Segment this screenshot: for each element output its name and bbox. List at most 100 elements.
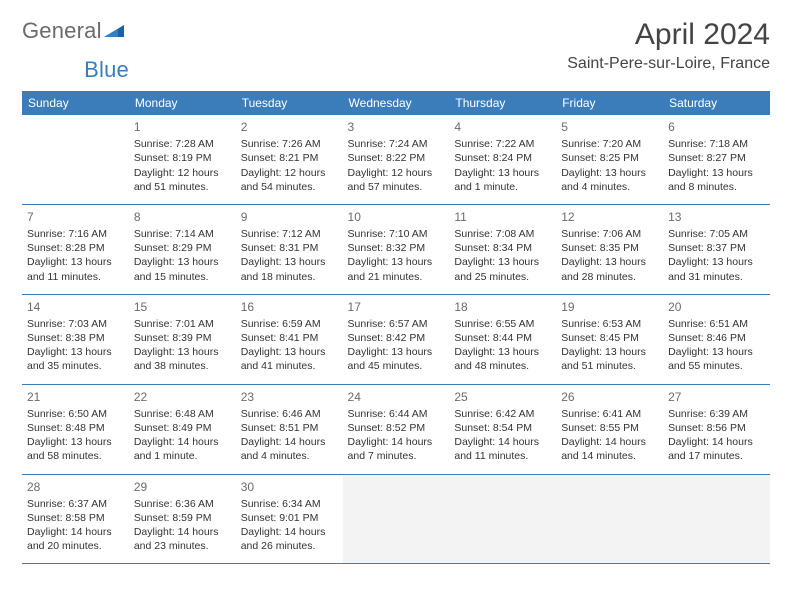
sunrise-text: Sunrise: 7:06 AM [561,227,658,241]
calendar-cell: 23Sunrise: 6:46 AMSunset: 8:51 PMDayligh… [236,384,343,474]
calendar-cell: 9Sunrise: 7:12 AMSunset: 8:31 PMDaylight… [236,204,343,294]
sunset-text: Sunset: 8:22 PM [348,151,445,165]
calendar-cell: 27Sunrise: 6:39 AMSunset: 8:56 PMDayligh… [663,384,770,474]
daylight-text: Daylight: 14 hours and 7 minutes. [348,435,445,463]
sunset-text: Sunset: 8:48 PM [27,421,124,435]
sunrise-text: Sunrise: 7:18 AM [668,137,765,151]
sunset-text: Sunset: 8:31 PM [241,241,338,255]
calendar-row: 1Sunrise: 7:28 AMSunset: 8:19 PMDaylight… [22,115,770,204]
calendar-cell: 21Sunrise: 6:50 AMSunset: 8:48 PMDayligh… [22,384,129,474]
day-number: 11 [454,209,551,225]
day-number: 4 [454,119,551,135]
day-number: 14 [27,299,124,315]
sunset-text: Sunset: 8:41 PM [241,331,338,345]
sunrise-text: Sunrise: 6:41 AM [561,407,658,421]
brand-logo: General [22,18,124,44]
calendar-row: 28Sunrise: 6:37 AMSunset: 8:58 PMDayligh… [22,474,770,564]
daylight-text: Daylight: 13 hours and 51 minutes. [561,345,658,373]
daylight-text: Daylight: 14 hours and 14 minutes. [561,435,658,463]
daylight-text: Daylight: 14 hours and 11 minutes. [454,435,551,463]
day-number: 9 [241,209,338,225]
calendar-cell: 18Sunrise: 6:55 AMSunset: 8:44 PMDayligh… [449,294,556,384]
daylight-text: Daylight: 14 hours and 17 minutes. [668,435,765,463]
day-number: 27 [668,389,765,405]
calendar-cell [343,474,450,564]
calendar-cell: 22Sunrise: 6:48 AMSunset: 8:49 PMDayligh… [129,384,236,474]
month-title: April 2024 [567,18,770,51]
calendar-cell: 8Sunrise: 7:14 AMSunset: 8:29 PMDaylight… [129,204,236,294]
brand-part1: General [22,18,102,44]
calendar-body: 1Sunrise: 7:28 AMSunset: 8:19 PMDaylight… [22,115,770,564]
sunset-text: Sunset: 8:42 PM [348,331,445,345]
sunset-text: Sunset: 8:25 PM [561,151,658,165]
daylight-text: Daylight: 13 hours and 4 minutes. [561,166,658,194]
calendar-cell: 5Sunrise: 7:20 AMSunset: 8:25 PMDaylight… [556,115,663,204]
daylight-text: Daylight: 14 hours and 20 minutes. [27,525,124,553]
sunrise-text: Sunrise: 6:37 AM [27,497,124,511]
day-number: 12 [561,209,658,225]
day-number: 5 [561,119,658,135]
daylight-text: Daylight: 14 hours and 26 minutes. [241,525,338,553]
day-number: 23 [241,389,338,405]
daylight-text: Daylight: 12 hours and 57 minutes. [348,166,445,194]
sunset-text: Sunset: 8:24 PM [454,151,551,165]
calendar-table: SundayMondayTuesdayWednesdayThursdayFrid… [22,91,770,564]
sunrise-text: Sunrise: 6:57 AM [348,317,445,331]
calendar-cell: 26Sunrise: 6:41 AMSunset: 8:55 PMDayligh… [556,384,663,474]
calendar-cell: 30Sunrise: 6:34 AMSunset: 9:01 PMDayligh… [236,474,343,564]
daylight-text: Daylight: 13 hours and 1 minute. [454,166,551,194]
calendar-cell: 10Sunrise: 7:10 AMSunset: 8:32 PMDayligh… [343,204,450,294]
daylight-text: Daylight: 13 hours and 41 minutes. [241,345,338,373]
day-number: 6 [668,119,765,135]
sunrise-text: Sunrise: 7:01 AM [134,317,231,331]
sunset-text: Sunset: 8:54 PM [454,421,551,435]
calendar-cell: 25Sunrise: 6:42 AMSunset: 8:54 PMDayligh… [449,384,556,474]
sunset-text: Sunset: 8:21 PM [241,151,338,165]
calendar-cell: 12Sunrise: 7:06 AMSunset: 8:35 PMDayligh… [556,204,663,294]
sunrise-text: Sunrise: 7:12 AM [241,227,338,241]
sunrise-text: Sunrise: 6:44 AM [348,407,445,421]
logo-triangle-icon [104,23,124,39]
sunrise-text: Sunrise: 6:51 AM [668,317,765,331]
calendar-row: 7Sunrise: 7:16 AMSunset: 8:28 PMDaylight… [22,204,770,294]
day-number: 30 [241,479,338,495]
day-number: 19 [561,299,658,315]
day-header: Saturday [663,91,770,115]
sunset-text: Sunset: 8:27 PM [668,151,765,165]
sunrise-text: Sunrise: 6:39 AM [668,407,765,421]
daylight-text: Daylight: 13 hours and 58 minutes. [27,435,124,463]
calendar-cell [663,474,770,564]
day-number: 20 [668,299,765,315]
day-number: 17 [348,299,445,315]
calendar-cell: 16Sunrise: 6:59 AMSunset: 8:41 PMDayligh… [236,294,343,384]
day-header: Monday [129,91,236,115]
sunrise-text: Sunrise: 7:05 AM [668,227,765,241]
title-block: April 2024 Saint-Pere-sur-Loire, France [567,18,770,73]
day-header: Wednesday [343,91,450,115]
sunrise-text: Sunrise: 6:36 AM [134,497,231,511]
sunrise-text: Sunrise: 7:14 AM [134,227,231,241]
calendar-cell: 14Sunrise: 7:03 AMSunset: 8:38 PMDayligh… [22,294,129,384]
daylight-text: Daylight: 13 hours and 55 minutes. [668,345,765,373]
calendar-cell [22,115,129,204]
calendar-cell [556,474,663,564]
sunrise-text: Sunrise: 6:42 AM [454,407,551,421]
calendar-cell: 24Sunrise: 6:44 AMSunset: 8:52 PMDayligh… [343,384,450,474]
sunset-text: Sunset: 8:19 PM [134,151,231,165]
sunset-text: Sunset: 8:32 PM [348,241,445,255]
sunrise-text: Sunrise: 7:22 AM [454,137,551,151]
daylight-text: Daylight: 13 hours and 15 minutes. [134,255,231,283]
daylight-text: Daylight: 13 hours and 28 minutes. [561,255,658,283]
day-number: 22 [134,389,231,405]
sunrise-text: Sunrise: 7:16 AM [27,227,124,241]
daylight-text: Daylight: 13 hours and 45 minutes. [348,345,445,373]
sunrise-text: Sunrise: 6:46 AM [241,407,338,421]
sunrise-text: Sunrise: 6:53 AM [561,317,658,331]
sunset-text: Sunset: 8:52 PM [348,421,445,435]
calendar-cell [449,474,556,564]
sunset-text: Sunset: 8:39 PM [134,331,231,345]
calendar-cell: 6Sunrise: 7:18 AMSunset: 8:27 PMDaylight… [663,115,770,204]
calendar-cell: 7Sunrise: 7:16 AMSunset: 8:28 PMDaylight… [22,204,129,294]
daylight-text: Daylight: 14 hours and 1 minute. [134,435,231,463]
day-header: Friday [556,91,663,115]
